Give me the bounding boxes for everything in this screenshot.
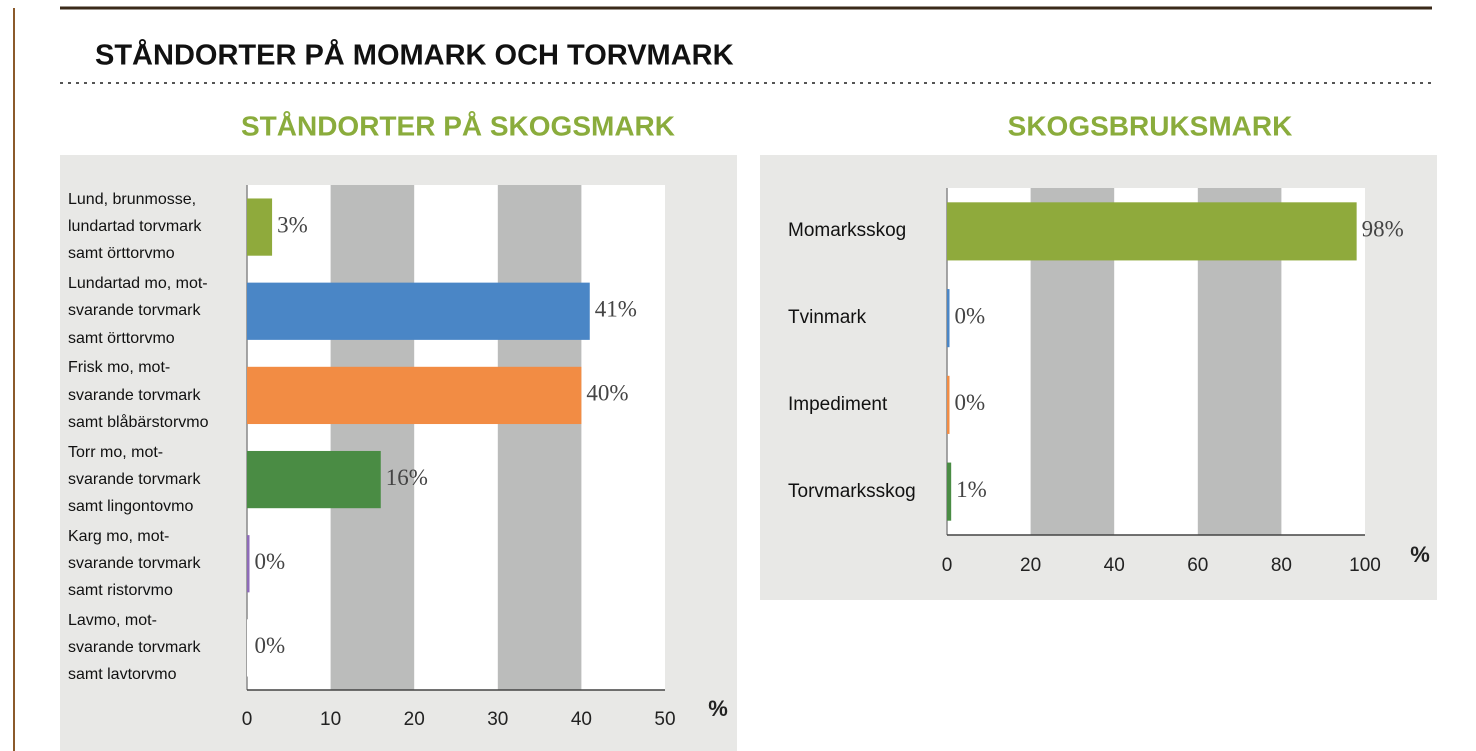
value-label: 0% bbox=[955, 390, 986, 415]
x-tick-label: 10 bbox=[320, 709, 341, 730]
value-label: 1% bbox=[956, 477, 987, 502]
grid-band bbox=[497, 185, 582, 690]
plot-area bbox=[247, 185, 665, 690]
x-tick-label: 30 bbox=[487, 709, 508, 730]
value-label: 0% bbox=[255, 549, 286, 574]
value-label: 3% bbox=[277, 212, 308, 237]
bar bbox=[947, 375, 950, 434]
x-tick-label: 50 bbox=[654, 709, 675, 730]
bar bbox=[247, 450, 381, 509]
category-label: Impediment bbox=[788, 393, 888, 415]
category-label: Karg mo, mot- svarande torvmark samt ris… bbox=[68, 527, 201, 600]
value-label: 0% bbox=[955, 303, 986, 328]
chart-title: STÅNDORTER PÅ SKOGSMARK bbox=[241, 110, 675, 141]
category-label: Lavmo, mot- svarande torvmark samt lavto… bbox=[68, 612, 201, 684]
grid-band bbox=[330, 185, 415, 690]
category-label: Lund, brunmosse, lundartad torvmark samt… bbox=[68, 191, 202, 263]
x-tick-label: 40 bbox=[571, 709, 592, 730]
x-tick-label: 20 bbox=[1020, 555, 1041, 576]
x-tick-label: 0 bbox=[242, 709, 253, 730]
bar bbox=[247, 535, 250, 593]
value-label: 0% bbox=[255, 633, 286, 658]
value-label: 98% bbox=[1362, 217, 1404, 242]
x-tick-label: 60 bbox=[1187, 555, 1208, 576]
x-tick-label: 80 bbox=[1271, 555, 1292, 576]
value-label: 40% bbox=[586, 381, 628, 406]
chart-title: SKOGSBRUKSMARK bbox=[1008, 110, 1293, 141]
category-label: Lundartad mo, mot- svarande torvmark sam… bbox=[68, 275, 208, 347]
category-label: Torvmarksskog bbox=[788, 480, 916, 502]
bar bbox=[247, 198, 273, 256]
page-title: STÅNDORTER PÅ MOMARK OCH TORVMARK bbox=[95, 39, 734, 72]
bar bbox=[947, 289, 950, 348]
category-label: Momarksskog bbox=[788, 220, 907, 242]
x-axis-label: % bbox=[708, 696, 728, 721]
bar bbox=[247, 282, 590, 340]
x-tick-label: 0 bbox=[942, 555, 953, 576]
x-axis-label: % bbox=[1410, 542, 1430, 567]
category-label: Frisk mo, mot- svarande torvmark samt bl… bbox=[68, 359, 209, 432]
category-label: Torr mo, mot- svarande torvmark samt lin… bbox=[68, 443, 201, 516]
bar bbox=[947, 462, 952, 521]
x-tick-label: 20 bbox=[404, 709, 425, 730]
value-label: 16% bbox=[386, 465, 428, 490]
bar bbox=[247, 366, 582, 425]
category-label: Tvinmark bbox=[788, 306, 867, 328]
bar bbox=[947, 202, 1357, 261]
value-label: 41% bbox=[595, 297, 637, 322]
x-tick-label: 100 bbox=[1349, 555, 1381, 576]
bar bbox=[247, 619, 250, 677]
x-tick-label: 40 bbox=[1104, 555, 1125, 576]
